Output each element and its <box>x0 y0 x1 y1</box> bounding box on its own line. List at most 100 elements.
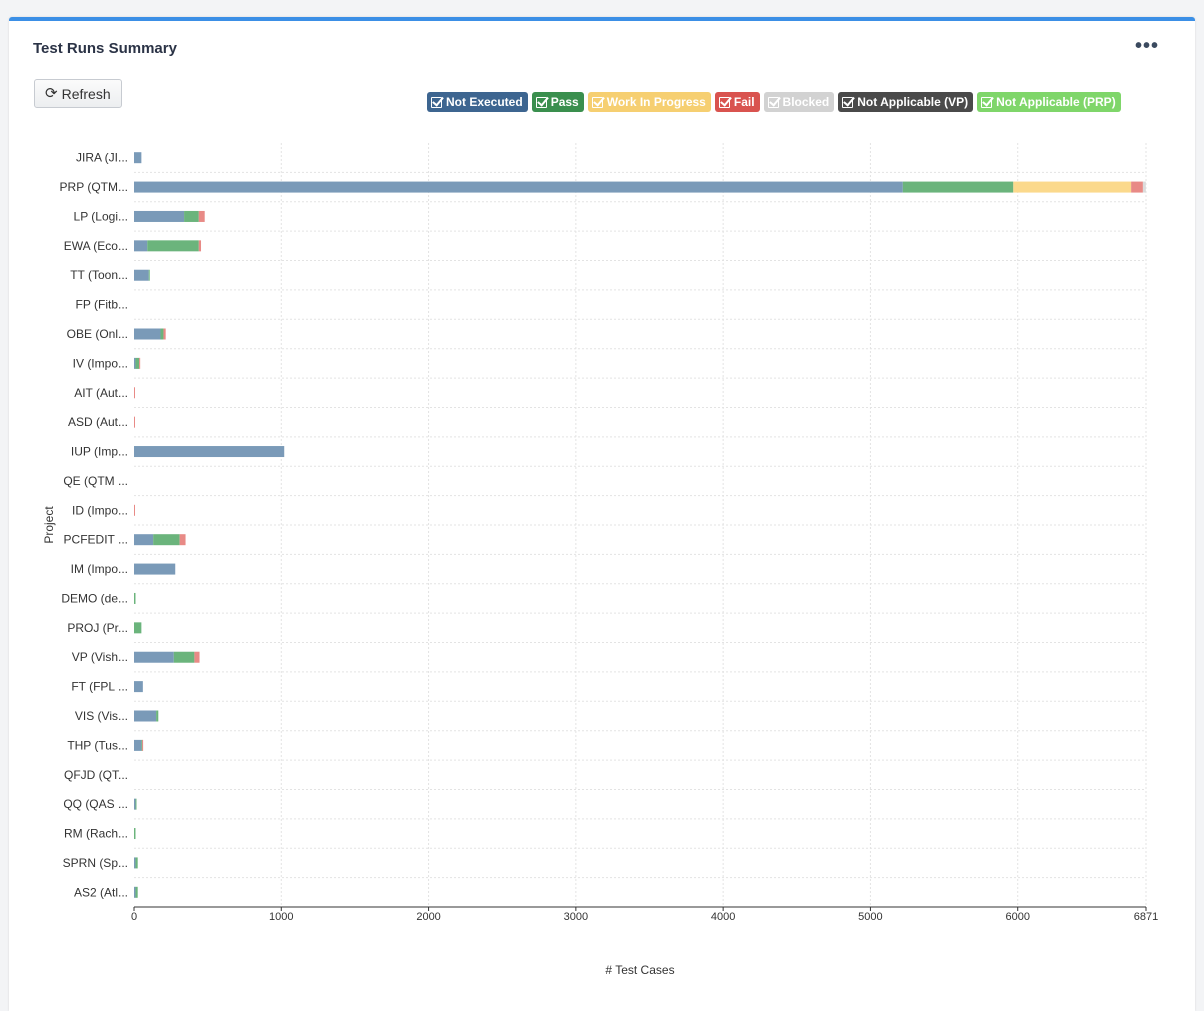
bar-segment-1-1 <box>902 181 1014 193</box>
legend-item-2[interactable]: Work In Progress <box>587 92 711 112</box>
x-tick-label-1: 1000 <box>269 911 293 923</box>
bar-segment-1-4 <box>1142 181 1146 193</box>
x-axis-label: # Test Cases <box>605 963 674 977</box>
bar-segment-3-3 <box>198 240 202 252</box>
x-tick-label-7: 6871 <box>1134 911 1158 923</box>
y-tick-label-15: DEMO (de... <box>61 591 128 605</box>
y-tick-label-19: VIS (Vis... <box>75 709 128 723</box>
legend-item-6[interactable]: Not Applicable (PRP) <box>977 92 1121 112</box>
y-tick-label-7: IV (Impo... <box>73 356 128 370</box>
bar-segment-13-3 <box>179 534 186 546</box>
y-tick-label-13: PCFEDIT ... <box>64 533 128 547</box>
legend-item-1[interactable]: Pass <box>531 92 584 112</box>
legend-item-3[interactable]: Fail <box>714 92 760 112</box>
bar-segment-7-1 <box>135 357 140 369</box>
y-tick-label-9: ASD (Aut... <box>68 415 128 429</box>
bar-segment-0-0 <box>134 152 142 164</box>
bar-segment-23-1 <box>134 828 136 840</box>
x-tick-label-0: 0 <box>131 911 137 923</box>
y-tick-label-22: QQ (QAS ... <box>63 797 128 811</box>
bar-segment-2-3 <box>198 210 205 222</box>
legend-label: Pass <box>550 95 579 109</box>
bar-segment-19-1 <box>156 710 159 722</box>
chart-grid <box>134 143 1147 907</box>
x-tick-labels: 0 1000 2000 3000 4000 5000 6000 6871 <box>131 907 1158 923</box>
bar-segment-17-0 <box>134 651 174 663</box>
bar-segment-25-1 <box>135 886 138 898</box>
bar-segment-1-2 <box>1013 181 1132 193</box>
bar-segment-9-3 <box>134 416 135 428</box>
legend-item-0[interactable]: Not Executed <box>427 92 528 112</box>
bar-segment-24-0 <box>134 857 136 869</box>
panel-title: Test Runs Summary <box>33 40 177 57</box>
y-tick-label-21: QFJD (QT... <box>64 768 128 782</box>
y-tick-label-3: EWA (Eco... <box>64 239 128 253</box>
y-axis-label: Project <box>42 506 56 544</box>
y-tick-label-5: FP (Fitb... <box>76 298 128 312</box>
legend-label: Blocked <box>782 95 830 109</box>
legend-label: Fail <box>733 95 755 109</box>
y-tick-label-16: PROJ (Pr... <box>67 621 128 635</box>
x-tick-label-2: 2000 <box>416 911 440 923</box>
legend-label: Not Applicable (VP) <box>857 95 969 109</box>
checkbox-icon <box>981 96 993 108</box>
bar-segment-13-1 <box>153 534 180 546</box>
refresh-button[interactable]: ⟳ Refresh <box>34 79 122 108</box>
bar-segment-3-0 <box>134 240 148 252</box>
chart-bars <box>134 152 1146 898</box>
y-tick-label-4: TT (Toon... <box>70 268 128 282</box>
bar-segment-7-0 <box>134 357 136 369</box>
bar-segment-2-1 <box>184 210 199 222</box>
bar-segment-2-0 <box>134 210 185 222</box>
more-options-icon[interactable]: ••• <box>1134 35 1159 57</box>
bar-segment-19-0 <box>134 710 157 722</box>
y-tick-label-11: QE (QTM ... <box>63 474 128 488</box>
bar-segment-6-1 <box>160 328 164 340</box>
bar-segment-15-1 <box>134 592 136 604</box>
legend-label: Not Executed <box>446 95 523 109</box>
y-tick-label-20: THP (Tus... <box>67 738 128 752</box>
y-tick-label-12: ID (Impo... <box>72 503 128 517</box>
bar-segment-22-0 <box>134 798 136 810</box>
bar-segment-8-3 <box>134 387 135 399</box>
y-tick-label-2: LP (Logi... <box>74 209 128 223</box>
bar-segment-17-1 <box>173 651 195 663</box>
bar-segment-25-0 <box>134 886 136 898</box>
refresh-label: Refresh <box>61 85 111 102</box>
y-tick-label-23: RM (Rach... <box>64 827 128 841</box>
checkbox-icon <box>431 96 442 108</box>
bar-segment-4-1 <box>148 269 150 281</box>
y-tick-label-17: VP (Vish... <box>72 650 128 664</box>
bar-segment-18-0 <box>134 681 143 693</box>
checkbox-icon <box>718 96 730 108</box>
bar-segment-1-0 <box>134 181 903 193</box>
x-tick-label-4: 4000 <box>711 911 735 923</box>
bar-segment-12-3 <box>134 504 135 516</box>
bar-segment-4-0 <box>134 269 149 281</box>
bar-segment-6-0 <box>134 328 161 340</box>
legend-item-5[interactable]: Not Applicable (VP) <box>838 92 974 112</box>
checkbox-icon <box>591 96 603 108</box>
x-tick-label-6: 6000 <box>1005 911 1029 923</box>
bar-segment-7-3 <box>139 357 141 369</box>
bar-segment-10-0 <box>134 446 285 458</box>
y-tick-label-24: SPRN (Sp... <box>63 856 128 870</box>
bar-segment-20-3 <box>142 739 144 751</box>
y-tick-label-25: AS2 (Atl... <box>74 885 128 899</box>
y-tick-label-0: JIRA (JI... <box>76 151 128 165</box>
y-tick-label-6: OBE (Onl... <box>67 327 128 341</box>
bar-segment-13-0 <box>134 534 154 546</box>
legend-item-4[interactable]: Blocked <box>763 92 835 112</box>
bar-segment-3-1 <box>147 240 199 252</box>
bar-segment-22-1 <box>135 798 137 810</box>
bar-segment-6-3 <box>163 328 166 340</box>
y-tick-label-18: FT (FPL ... <box>71 680 128 694</box>
y-tick-label-10: IUP (Imp... <box>71 445 128 459</box>
legend-label: Not Applicable (PRP) <box>996 95 1116 109</box>
bar-segment-20-0 <box>134 739 142 751</box>
y-tick-labels: JIRA (JI... PRP (QTM... LP (Logi... EWA (Ec… <box>60 151 128 900</box>
legend-label: Work In Progress <box>606 95 706 109</box>
y-tick-label-8: AIT (Aut... <box>74 386 128 400</box>
checkbox-icon <box>535 96 547 108</box>
